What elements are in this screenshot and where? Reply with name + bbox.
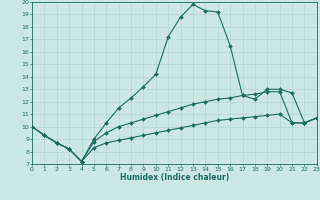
X-axis label: Humidex (Indice chaleur): Humidex (Indice chaleur) <box>120 173 229 182</box>
